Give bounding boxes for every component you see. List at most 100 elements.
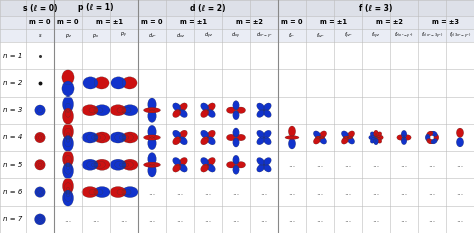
Ellipse shape — [126, 109, 128, 111]
Ellipse shape — [319, 137, 321, 138]
Ellipse shape — [173, 137, 181, 145]
Ellipse shape — [459, 132, 461, 134]
Ellipse shape — [227, 134, 236, 141]
Ellipse shape — [257, 137, 265, 145]
Ellipse shape — [124, 162, 132, 167]
Ellipse shape — [117, 107, 125, 113]
Ellipse shape — [211, 134, 212, 135]
Ellipse shape — [67, 134, 69, 137]
Ellipse shape — [203, 112, 206, 115]
Ellipse shape — [122, 105, 138, 116]
Ellipse shape — [96, 163, 100, 166]
Ellipse shape — [39, 136, 41, 139]
Ellipse shape — [66, 137, 70, 142]
Ellipse shape — [124, 134, 136, 141]
Ellipse shape — [257, 164, 264, 172]
Ellipse shape — [126, 135, 134, 140]
Ellipse shape — [347, 137, 348, 138]
Ellipse shape — [98, 109, 100, 111]
Ellipse shape — [112, 77, 125, 89]
Ellipse shape — [37, 134, 43, 141]
Ellipse shape — [38, 190, 42, 194]
Ellipse shape — [240, 164, 241, 165]
Ellipse shape — [265, 111, 270, 116]
Ellipse shape — [264, 110, 271, 117]
Ellipse shape — [182, 167, 184, 169]
Ellipse shape — [98, 163, 102, 166]
Ellipse shape — [260, 161, 262, 162]
Ellipse shape — [87, 80, 93, 85]
Ellipse shape — [239, 109, 243, 112]
Ellipse shape — [100, 164, 104, 166]
Ellipse shape — [117, 191, 119, 193]
Ellipse shape — [150, 110, 154, 111]
Text: m = ±2: m = ±2 — [237, 20, 264, 25]
Ellipse shape — [180, 137, 187, 144]
Ellipse shape — [145, 135, 160, 140]
Ellipse shape — [290, 129, 294, 134]
Ellipse shape — [128, 164, 132, 166]
Ellipse shape — [36, 106, 44, 114]
Ellipse shape — [119, 163, 124, 166]
Ellipse shape — [39, 219, 40, 220]
Ellipse shape — [238, 108, 244, 112]
Ellipse shape — [456, 128, 464, 137]
Ellipse shape — [66, 137, 70, 142]
Ellipse shape — [236, 169, 237, 171]
Ellipse shape — [372, 139, 375, 142]
Ellipse shape — [260, 167, 262, 169]
Ellipse shape — [96, 160, 109, 169]
Ellipse shape — [182, 140, 184, 142]
Ellipse shape — [264, 164, 271, 172]
Ellipse shape — [67, 115, 69, 118]
Ellipse shape — [346, 137, 350, 138]
Ellipse shape — [234, 167, 237, 172]
Ellipse shape — [202, 159, 207, 164]
Ellipse shape — [434, 134, 439, 141]
Ellipse shape — [64, 183, 72, 193]
Ellipse shape — [266, 133, 268, 135]
Ellipse shape — [350, 134, 352, 135]
Ellipse shape — [173, 104, 180, 110]
Ellipse shape — [148, 137, 156, 150]
Ellipse shape — [378, 134, 379, 135]
Ellipse shape — [125, 137, 127, 138]
Ellipse shape — [208, 110, 215, 117]
Text: ...: ... — [345, 188, 352, 197]
Ellipse shape — [265, 105, 269, 109]
Text: $d_{xz}$: $d_{xz}$ — [175, 31, 184, 40]
Ellipse shape — [377, 138, 381, 142]
Ellipse shape — [98, 110, 100, 111]
Ellipse shape — [433, 133, 435, 135]
Ellipse shape — [66, 192, 70, 196]
Ellipse shape — [320, 131, 326, 138]
Ellipse shape — [36, 188, 44, 196]
Ellipse shape — [93, 164, 95, 165]
Ellipse shape — [259, 166, 262, 170]
Ellipse shape — [87, 134, 97, 141]
Ellipse shape — [238, 136, 243, 139]
Ellipse shape — [182, 133, 185, 136]
Ellipse shape — [99, 108, 105, 113]
Ellipse shape — [123, 187, 137, 197]
Ellipse shape — [39, 137, 40, 138]
Ellipse shape — [120, 136, 124, 139]
Ellipse shape — [150, 102, 154, 107]
Ellipse shape — [65, 85, 71, 92]
Ellipse shape — [432, 139, 437, 143]
Ellipse shape — [63, 108, 73, 124]
Ellipse shape — [290, 141, 294, 146]
Ellipse shape — [39, 109, 41, 111]
Ellipse shape — [38, 218, 42, 221]
Ellipse shape — [83, 160, 96, 169]
Ellipse shape — [83, 105, 97, 115]
Ellipse shape — [235, 168, 237, 171]
Ellipse shape — [36, 216, 44, 223]
Ellipse shape — [180, 110, 186, 117]
Ellipse shape — [239, 164, 243, 166]
Ellipse shape — [322, 139, 324, 142]
Ellipse shape — [173, 110, 180, 117]
Ellipse shape — [237, 163, 244, 167]
Ellipse shape — [148, 138, 155, 148]
Ellipse shape — [39, 191, 41, 193]
